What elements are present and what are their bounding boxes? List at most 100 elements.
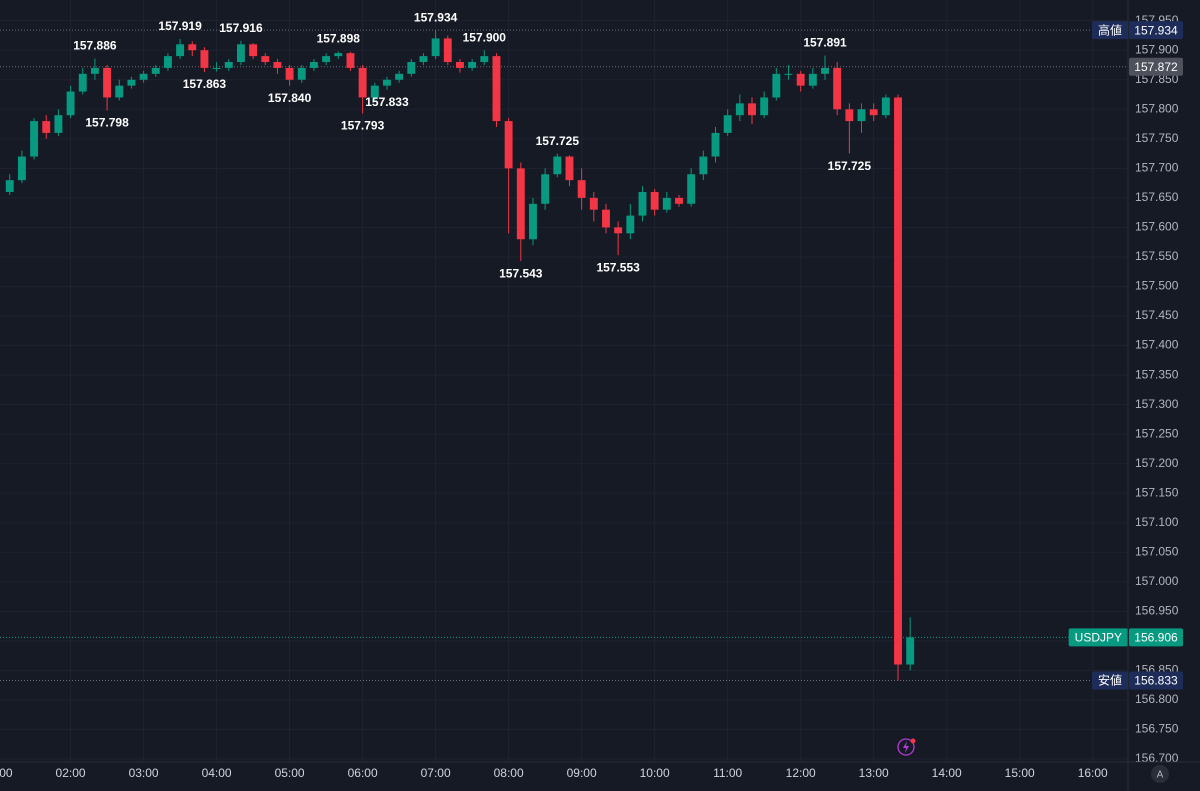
candle-body xyxy=(431,38,440,57)
candle-body xyxy=(711,132,720,157)
high-low-label: 157.898 xyxy=(317,32,361,46)
high-low-label: 157.919 xyxy=(158,19,202,33)
candle-body xyxy=(212,67,221,69)
x-tick-label: 06:00 xyxy=(348,766,378,780)
candle-body xyxy=(236,44,245,63)
candle-body xyxy=(54,115,63,133)
high-low-label: 157.840 xyxy=(268,91,312,105)
high-low-label: 157.886 xyxy=(73,39,117,53)
high-low-label: 157.900 xyxy=(463,30,507,44)
y-tick-label: 157.500 xyxy=(1135,279,1179,293)
candle-body xyxy=(90,67,99,74)
candle-body xyxy=(163,56,172,68)
y-tick-label: 157.650 xyxy=(1135,190,1179,204)
x-tick-label: 13:00 xyxy=(859,766,889,780)
candle-body xyxy=(297,67,306,80)
candle-body xyxy=(382,79,391,86)
candle-body xyxy=(176,44,185,57)
y-tick-label: 157.700 xyxy=(1135,161,1179,175)
candle-body xyxy=(869,109,878,116)
candle-body xyxy=(66,91,75,116)
high-low-label: 157.833 xyxy=(365,95,409,109)
candle-body xyxy=(675,197,683,204)
x-tick-label: 16:00 xyxy=(1078,766,1108,780)
price-badge-value: 156.906 xyxy=(1134,631,1178,645)
candle-body xyxy=(650,191,659,210)
price-badge-label-bg xyxy=(1068,628,1128,647)
candle-body xyxy=(699,156,708,175)
candle-body xyxy=(309,62,318,68)
candle-body xyxy=(553,156,562,175)
y-tick-label: 157.100 xyxy=(1135,515,1179,529)
candle-body xyxy=(151,67,160,74)
candle-body xyxy=(30,121,39,157)
candle-body xyxy=(906,637,915,665)
candle-body xyxy=(249,44,258,57)
candle-body xyxy=(662,197,671,210)
candle-body xyxy=(285,67,294,80)
candle-body xyxy=(589,197,598,210)
candle-body xyxy=(419,56,428,63)
svg-text:A: A xyxy=(1157,770,1164,781)
high-low-label: 157.934 xyxy=(414,10,458,24)
x-tick-label: 05:00 xyxy=(275,766,305,780)
candle-body xyxy=(5,180,14,192)
y-tick-label: 157.150 xyxy=(1135,485,1179,499)
candle-body xyxy=(833,67,842,110)
price-badge xyxy=(1129,21,1183,40)
candle-body xyxy=(492,56,501,122)
candle-body xyxy=(577,180,586,198)
price-badge-value: 157.872 xyxy=(1134,60,1178,74)
price-badge-label: 安値 xyxy=(1098,673,1122,688)
candle-body xyxy=(772,73,781,98)
candle-body xyxy=(504,121,513,169)
x-tick-label: 08:00 xyxy=(494,766,524,780)
price-badge-value: 157.934 xyxy=(1134,23,1178,37)
y-tick-label: 157.750 xyxy=(1135,131,1179,145)
high-low-label: 157.798 xyxy=(85,116,129,130)
candle-body xyxy=(760,97,769,116)
candle-body xyxy=(602,209,610,228)
high-low-label: 157.863 xyxy=(183,77,227,91)
candle-body xyxy=(894,97,902,665)
high-low-label: 157.553 xyxy=(596,260,640,274)
y-tick-label: 157.000 xyxy=(1135,574,1179,588)
candle-body xyxy=(273,62,282,68)
x-tick-label: 07:00 xyxy=(421,766,451,780)
high-low-label: 157.891 xyxy=(803,36,847,50)
x-tick-label: 02:00 xyxy=(56,766,86,780)
y-tick-label: 157.600 xyxy=(1135,220,1179,234)
x-tick-label: 03:00 xyxy=(129,766,159,780)
alert-icon[interactable] xyxy=(897,738,916,756)
candle-body xyxy=(78,73,87,92)
candle-body xyxy=(638,191,647,216)
high-low-label: 157.725 xyxy=(828,159,872,173)
candle-body xyxy=(735,103,744,116)
candle-body xyxy=(358,67,367,98)
x-tick-label: 09:00 xyxy=(567,766,597,780)
candle-body xyxy=(468,62,477,68)
candle-body xyxy=(395,73,404,80)
x-tick-label: 14:00 xyxy=(932,766,962,780)
y-tick-label: 156.950 xyxy=(1135,604,1179,618)
candle-body xyxy=(139,73,148,80)
high-low-label: 157.916 xyxy=(219,21,263,35)
candle-body xyxy=(857,109,866,122)
candle-body xyxy=(407,62,416,74)
price-badge-label: 高値 xyxy=(1098,22,1122,37)
candle-body xyxy=(261,56,270,63)
y-tick-label: 157.200 xyxy=(1135,456,1179,470)
y-tick-label: 157.050 xyxy=(1135,544,1179,558)
x-tick-label: 01:00 xyxy=(0,766,13,780)
y-tick-label: 157.400 xyxy=(1135,338,1179,352)
auto-scale-button[interactable]: A xyxy=(1151,765,1169,783)
candle-body xyxy=(516,168,525,240)
candle-body xyxy=(541,174,550,204)
candle-body xyxy=(881,97,890,116)
candle-body xyxy=(443,38,452,63)
candle-body xyxy=(687,174,696,204)
candle-body xyxy=(723,115,732,133)
candle-body xyxy=(42,121,51,133)
